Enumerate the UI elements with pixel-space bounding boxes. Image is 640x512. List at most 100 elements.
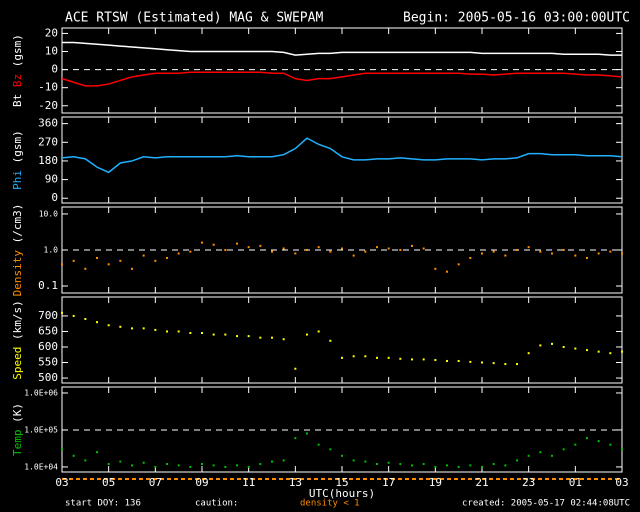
legend-entry: Density — [11, 250, 24, 297]
data-point — [434, 465, 437, 468]
data-point — [72, 259, 75, 262]
data-point — [212, 464, 215, 467]
data-point — [516, 248, 518, 251]
data-point — [201, 332, 203, 335]
data-point — [621, 252, 623, 255]
data-point — [259, 463, 262, 466]
data-point — [376, 246, 378, 249]
data-point — [236, 242, 238, 245]
data-point — [72, 454, 75, 457]
x-tick-label: 17 — [382, 476, 395, 489]
x-tick-label: 01 — [569, 476, 582, 489]
data-point — [61, 311, 63, 314]
data-point — [469, 360, 472, 363]
data-point — [84, 459, 87, 462]
y-axis-label: Temp (K) — [11, 403, 24, 456]
series-line — [62, 41, 622, 56]
data-point — [224, 248, 227, 251]
data-point — [212, 333, 215, 336]
y-tick-label: 90 — [45, 173, 58, 186]
data-point — [387, 247, 390, 250]
data-point — [96, 256, 98, 259]
legend-entry: Bz — [11, 74, 24, 87]
y-tick-label: 1.0 — [44, 245, 59, 254]
data-point — [142, 461, 145, 464]
data-point — [562, 448, 565, 451]
data-point — [574, 443, 577, 446]
data-point — [457, 465, 460, 468]
data-point — [119, 325, 122, 328]
y-tick-label: 20 — [45, 26, 58, 39]
data-point — [469, 256, 472, 259]
data-point — [457, 263, 460, 266]
data-point — [527, 352, 530, 355]
data-point — [166, 330, 168, 333]
y-tick-label: 650 — [38, 324, 58, 337]
data-point — [504, 363, 507, 366]
y-tick-label: 550 — [38, 356, 58, 369]
data-point — [551, 454, 553, 457]
y-tick-label: -10 — [38, 81, 58, 94]
legend-entry: Bt — [11, 94, 24, 107]
data-point — [446, 270, 448, 273]
y-axis-unit: (gsm) — [11, 34, 24, 67]
data-point — [492, 250, 495, 253]
data-point — [294, 437, 297, 440]
data-point — [586, 256, 588, 259]
data-point — [411, 358, 413, 361]
data-point — [597, 252, 600, 255]
data-point — [621, 350, 623, 353]
data-point — [212, 243, 215, 246]
data-point — [399, 357, 402, 360]
data-point — [492, 463, 495, 466]
data-point — [107, 463, 110, 466]
data-point — [539, 250, 542, 253]
data-point — [317, 246, 320, 249]
y-tick-label: 10 — [45, 45, 58, 58]
y-tick-label: 1.0E+04 — [24, 462, 58, 471]
data-point — [259, 336, 262, 339]
data-point — [61, 263, 63, 266]
data-point — [551, 342, 553, 345]
x-tick-label: 03 — [55, 476, 68, 489]
data-point — [376, 356, 378, 359]
data-point — [154, 259, 157, 262]
data-point — [364, 355, 367, 358]
data-point — [119, 259, 122, 262]
data-point — [422, 358, 425, 361]
data-point — [306, 432, 308, 435]
data-point — [481, 252, 483, 255]
x-tick-label: 21 — [475, 476, 488, 489]
data-point — [609, 352, 612, 355]
y-tick-label: 0 — [51, 63, 58, 76]
data-point — [61, 448, 63, 451]
data-point — [271, 250, 273, 253]
series-line — [61, 137, 623, 174]
data-point — [481, 361, 483, 364]
data-point — [166, 463, 168, 466]
data-point — [282, 459, 285, 462]
data-point — [306, 333, 308, 336]
y-tick-label: 180 — [38, 154, 58, 167]
data-point — [597, 440, 600, 443]
start-doy: start DOY: 136 — [65, 499, 141, 509]
data-point — [317, 443, 320, 446]
data-point — [481, 465, 483, 468]
y-axis-unit: (km/s) — [11, 300, 24, 340]
data-point — [271, 336, 273, 339]
caution-note: density < 1 — [300, 499, 360, 509]
data-point — [294, 252, 297, 255]
caution: caution: — [195, 499, 238, 509]
x-tick-label: 07 — [149, 476, 162, 489]
data-point — [329, 339, 332, 342]
data-point — [154, 465, 157, 468]
data-point — [399, 248, 402, 251]
data-point — [434, 267, 437, 270]
data-point — [96, 321, 98, 324]
x-tick-label: 23 — [522, 476, 535, 489]
y-tick-label: 1.0E+05 — [24, 425, 58, 434]
data-point — [341, 454, 343, 457]
x-tick-label: 19 — [429, 476, 442, 489]
